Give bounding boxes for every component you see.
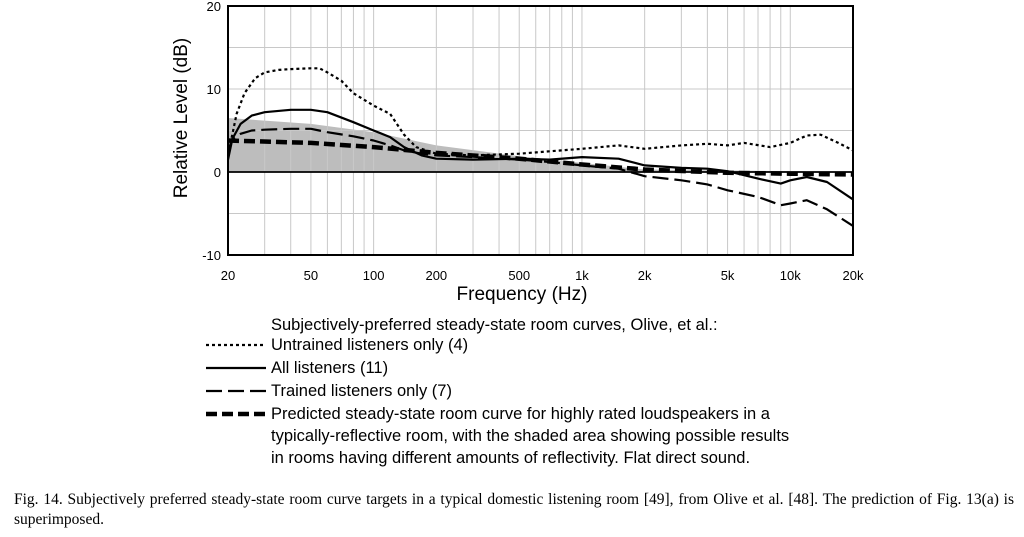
series-line-long-dash bbox=[226, 127, 854, 227]
legend-label: Untrained listeners only (4) bbox=[271, 336, 468, 354]
series-line-heavy-dash bbox=[227, 138, 854, 177]
figure-caption: Fig. 14. Subjectively preferred steady-s… bbox=[14, 491, 1014, 528]
legend-label: typically-reflective room, with the shad… bbox=[271, 427, 789, 445]
x-tick-label: 20k bbox=[843, 268, 864, 283]
y-tick-label: 20 bbox=[207, 0, 221, 14]
grid-layer bbox=[227, 6, 854, 255]
x-tick-label: 5k bbox=[721, 268, 735, 283]
y-tick-label: 10 bbox=[207, 82, 221, 97]
x-tick-label: 2k bbox=[638, 268, 652, 283]
legend-label: All listeners (11) bbox=[271, 359, 388, 377]
shaded-area-layer bbox=[228, 118, 853, 172]
x-tick-label: 500 bbox=[508, 268, 530, 283]
x-tick-label: 100 bbox=[363, 268, 385, 283]
legend-label: Trained listeners only (7) bbox=[271, 382, 452, 400]
legend: Subjectively-preferred steady-state room… bbox=[206, 316, 789, 467]
series-layer bbox=[226, 67, 854, 227]
legend-label: Predicted steady-state room curve for hi… bbox=[271, 405, 771, 423]
legend-header: Subjectively-preferred steady-state room… bbox=[271, 316, 718, 334]
plot-frame bbox=[227, 5, 854, 256]
y-tick-label: -10 bbox=[202, 248, 221, 263]
x-tick-label: 200 bbox=[425, 268, 447, 283]
series-line-solid bbox=[226, 108, 854, 201]
legend-label: in rooms having different amounts of ref… bbox=[271, 449, 750, 467]
x-tick-label: 10k bbox=[780, 268, 801, 283]
shaded-area bbox=[228, 118, 853, 172]
x-tick-label: 20 bbox=[221, 268, 235, 283]
y-tick-label: 0 bbox=[214, 165, 221, 180]
y-axis-label: Relative Level (dB) bbox=[171, 38, 192, 199]
x-tick-label: 50 bbox=[304, 268, 318, 283]
x-axis-label: Frequency (Hz) bbox=[457, 284, 588, 305]
x-tick-label: 1k bbox=[575, 268, 589, 283]
